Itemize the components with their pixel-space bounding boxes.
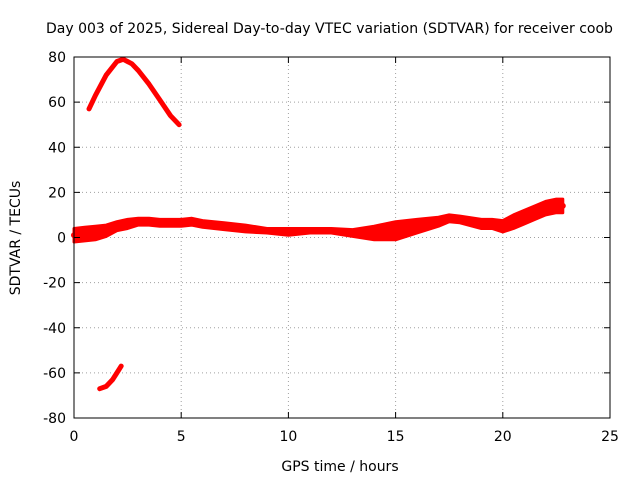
y-tick-label: 80 bbox=[48, 50, 66, 66]
y-tick-label: 20 bbox=[48, 185, 66, 201]
x-tick-label: 0 bbox=[70, 429, 79, 445]
y-tick-label: -40 bbox=[43, 321, 66, 337]
x-axis-label: GPS time / hours bbox=[281, 459, 398, 475]
tick-labels: 0 5 10 15 20 25 -80 -60 -40 -20 0 20 40 60 80 bbox=[43, 50, 619, 445]
x-tick-label: 20 bbox=[494, 429, 512, 445]
y-tick-label: 0 bbox=[57, 231, 66, 247]
y-tick-label: -80 bbox=[43, 411, 66, 427]
x-tick-label: 25 bbox=[601, 429, 619, 445]
x-tick-label: 5 bbox=[177, 429, 186, 445]
series-main-band bbox=[71, 202, 566, 239]
x-tick-label: 15 bbox=[387, 429, 405, 445]
y-tick-label: -60 bbox=[43, 366, 66, 382]
x-tick-label: 10 bbox=[279, 429, 297, 445]
y-tick-label: 60 bbox=[48, 95, 66, 111]
data-series-group bbox=[71, 56, 566, 392]
y-tick-label: 40 bbox=[48, 140, 66, 156]
series-upper-arc bbox=[86, 56, 182, 128]
y-axis-label: SDTVAR / TECUs bbox=[8, 181, 24, 296]
chart-title: Day 003 of 2025, Sidereal Day-to-day VTE… bbox=[46, 21, 613, 37]
grid-lines bbox=[74, 57, 610, 418]
series-lower-arc bbox=[97, 363, 124, 392]
y-tick-label: -20 bbox=[43, 276, 66, 292]
